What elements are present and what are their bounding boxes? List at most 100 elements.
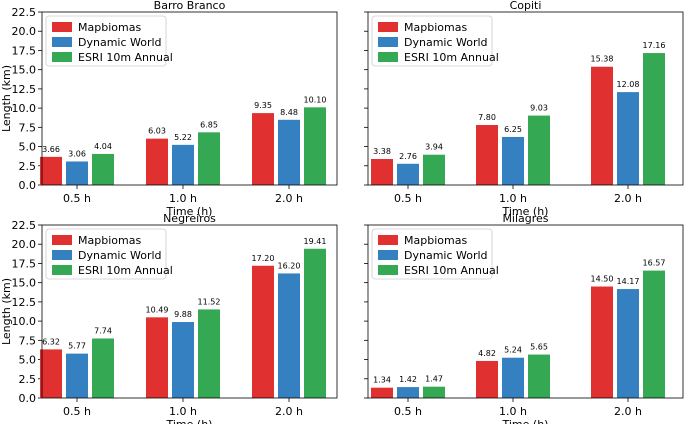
bar-mapbiomas-3 [591,286,613,398]
legend: Mapbiomas Dynamic World ESRI 10m Annual [45,15,173,67]
x-tick-label: 1.0 h [499,192,527,205]
x-tick-label: 2.0 h [614,405,642,418]
y-tick-label: 17.5 [12,44,37,57]
bar-mapbiomas-3 [252,113,274,185]
bar-esri-10m-annual-1 [423,386,445,398]
y-tick-label: 12.5 [12,83,37,96]
bar-value-label: 1.42 [399,375,417,384]
x-axis-label: Time (h) [166,205,213,218]
bar-esri-10m-annual-2 [198,132,220,185]
bar-esri-10m-annual-3 [304,248,326,398]
bar-dynamic-world-2 [172,144,194,185]
bar-mapbiomas-1 [40,349,62,398]
bar-value-label: 2.76 [399,152,417,161]
x-tick-label: 2.0 h [614,192,642,205]
bar-dynamic-world-3 [617,92,639,185]
x-axis-label: Time (h) [502,205,549,218]
y-tick-label: 20.0 [12,25,37,38]
legend-label: Dynamic World [78,36,162,49]
plot-frame [41,224,338,399]
bar-mapbiomas-1 [40,156,62,185]
y-tick-label: 12.5 [12,296,37,309]
legend-swatch [52,22,72,32]
bar-value-label: 6.32 [42,337,60,346]
bar-dynamic-world-3 [617,289,639,398]
legend-swatch [378,250,398,260]
bar-esri-10m-annual-1 [92,338,114,398]
bar-dynamic-world-1 [66,161,88,185]
y-tick-label: 22.5 [12,219,37,232]
bar-value-label: 9.03 [530,104,548,113]
y-tick-label: 5.0 [19,141,37,154]
bar-mapbiomas-1 [371,159,393,185]
bar-value-label: 19.41 [304,237,327,246]
bar-value-label: 15.38 [591,55,614,64]
y-axis-label: Length (km) [0,65,13,132]
x-tick-label: 2.0 h [275,192,303,205]
bar-dynamic-world-3 [278,119,300,185]
legend-label: ESRI 10m Annual [404,264,499,277]
bar-value-label: 6.03 [148,127,166,136]
y-tick-label: 20.0 [12,238,37,251]
x-tick-label: 0.5 h [394,405,422,418]
bar-value-label: 5.77 [68,342,86,351]
bar-dynamic-world-2 [172,322,194,398]
bar-esri-10m-annual-2 [198,309,220,398]
bar-value-label: 4.04 [94,142,112,151]
legend-swatch [378,52,398,62]
bar-mapbiomas-3 [591,66,613,185]
x-tick-label: 2.0 h [275,405,303,418]
bar-mapbiomas-2 [476,125,498,185]
legend-box [45,228,167,280]
x-tick-label: 1.0 h [169,405,197,418]
legend-label: ESRI 10m Annual [78,51,173,64]
y-tick-label: 2.5 [19,160,37,173]
bar-value-label: 4.82 [478,349,496,358]
bar-esri-10m-annual-1 [92,153,114,185]
legend-label: Mapbiomas [78,234,141,247]
plot-frame [367,11,684,186]
bar-value-label: 9.35 [254,101,272,110]
legend-swatch [52,250,72,260]
y-tick-label: 15.0 [12,277,37,290]
x-tick-label: 0.5 h [63,192,91,205]
bar-dynamic-world-2 [502,136,524,185]
bar-mapbiomas-2 [146,317,168,398]
bar-value-label: 3.06 [68,149,86,158]
bar-mapbiomas-2 [476,360,498,398]
bar-value-label: 10.10 [304,95,327,104]
bar-mapbiomas-1 [371,387,393,398]
bar-value-label: 12.08 [617,80,640,89]
legend-label: Dynamic World [404,249,488,262]
bar-value-label: 6.85 [200,120,218,129]
x-axis-label: Time (h) [502,418,549,424]
bar-dynamic-world-3 [278,273,300,398]
bar-value-label: 10.49 [146,305,169,314]
y-tick-label: 0.0 [19,392,37,405]
chart-panel-4: Milagres 1.34 4.82 14.50 1.42 5.24 14.17 1.47 5.… [364,212,684,424]
legend-label: Mapbiomas [404,21,467,34]
y-tick-label: 7.5 [19,121,37,134]
bar-value-label: 7.74 [94,326,112,335]
y-tick-label: 22.5 [12,6,37,19]
bar-dynamic-world-1 [397,163,419,185]
bar-value-label: 14.17 [617,277,640,286]
x-axis-label: Time (h) [166,418,213,424]
y-tick-label: 10.0 [12,102,37,115]
bar-esri-10m-annual-2 [528,115,550,185]
legend: Mapbiomas Dynamic World ESRI 10m Annual [371,228,499,280]
legend-swatch [52,37,72,47]
bar-value-label: 3.66 [42,145,60,154]
x-tick-label: 1.0 h [169,192,197,205]
y-tick-label: 0.0 [19,179,37,192]
legend-box [371,228,493,280]
bar-value-label: 6.25 [504,125,522,134]
legend-label: Dynamic World [78,249,162,262]
bar-value-label: 9.88 [174,310,192,319]
chart-panel-2: Copiti 3.38 7.80 15.38 2.76 6.25 12.08 3.94 9.03… [364,0,684,218]
y-axis-label: Length (km) [0,278,13,345]
chart-title: Milagres [502,212,548,225]
bar-value-label: 3.94 [425,143,443,152]
legend: Mapbiomas Dynamic World ESRI 10m Annual [45,228,173,280]
y-tick-label: 15.0 [12,64,37,77]
